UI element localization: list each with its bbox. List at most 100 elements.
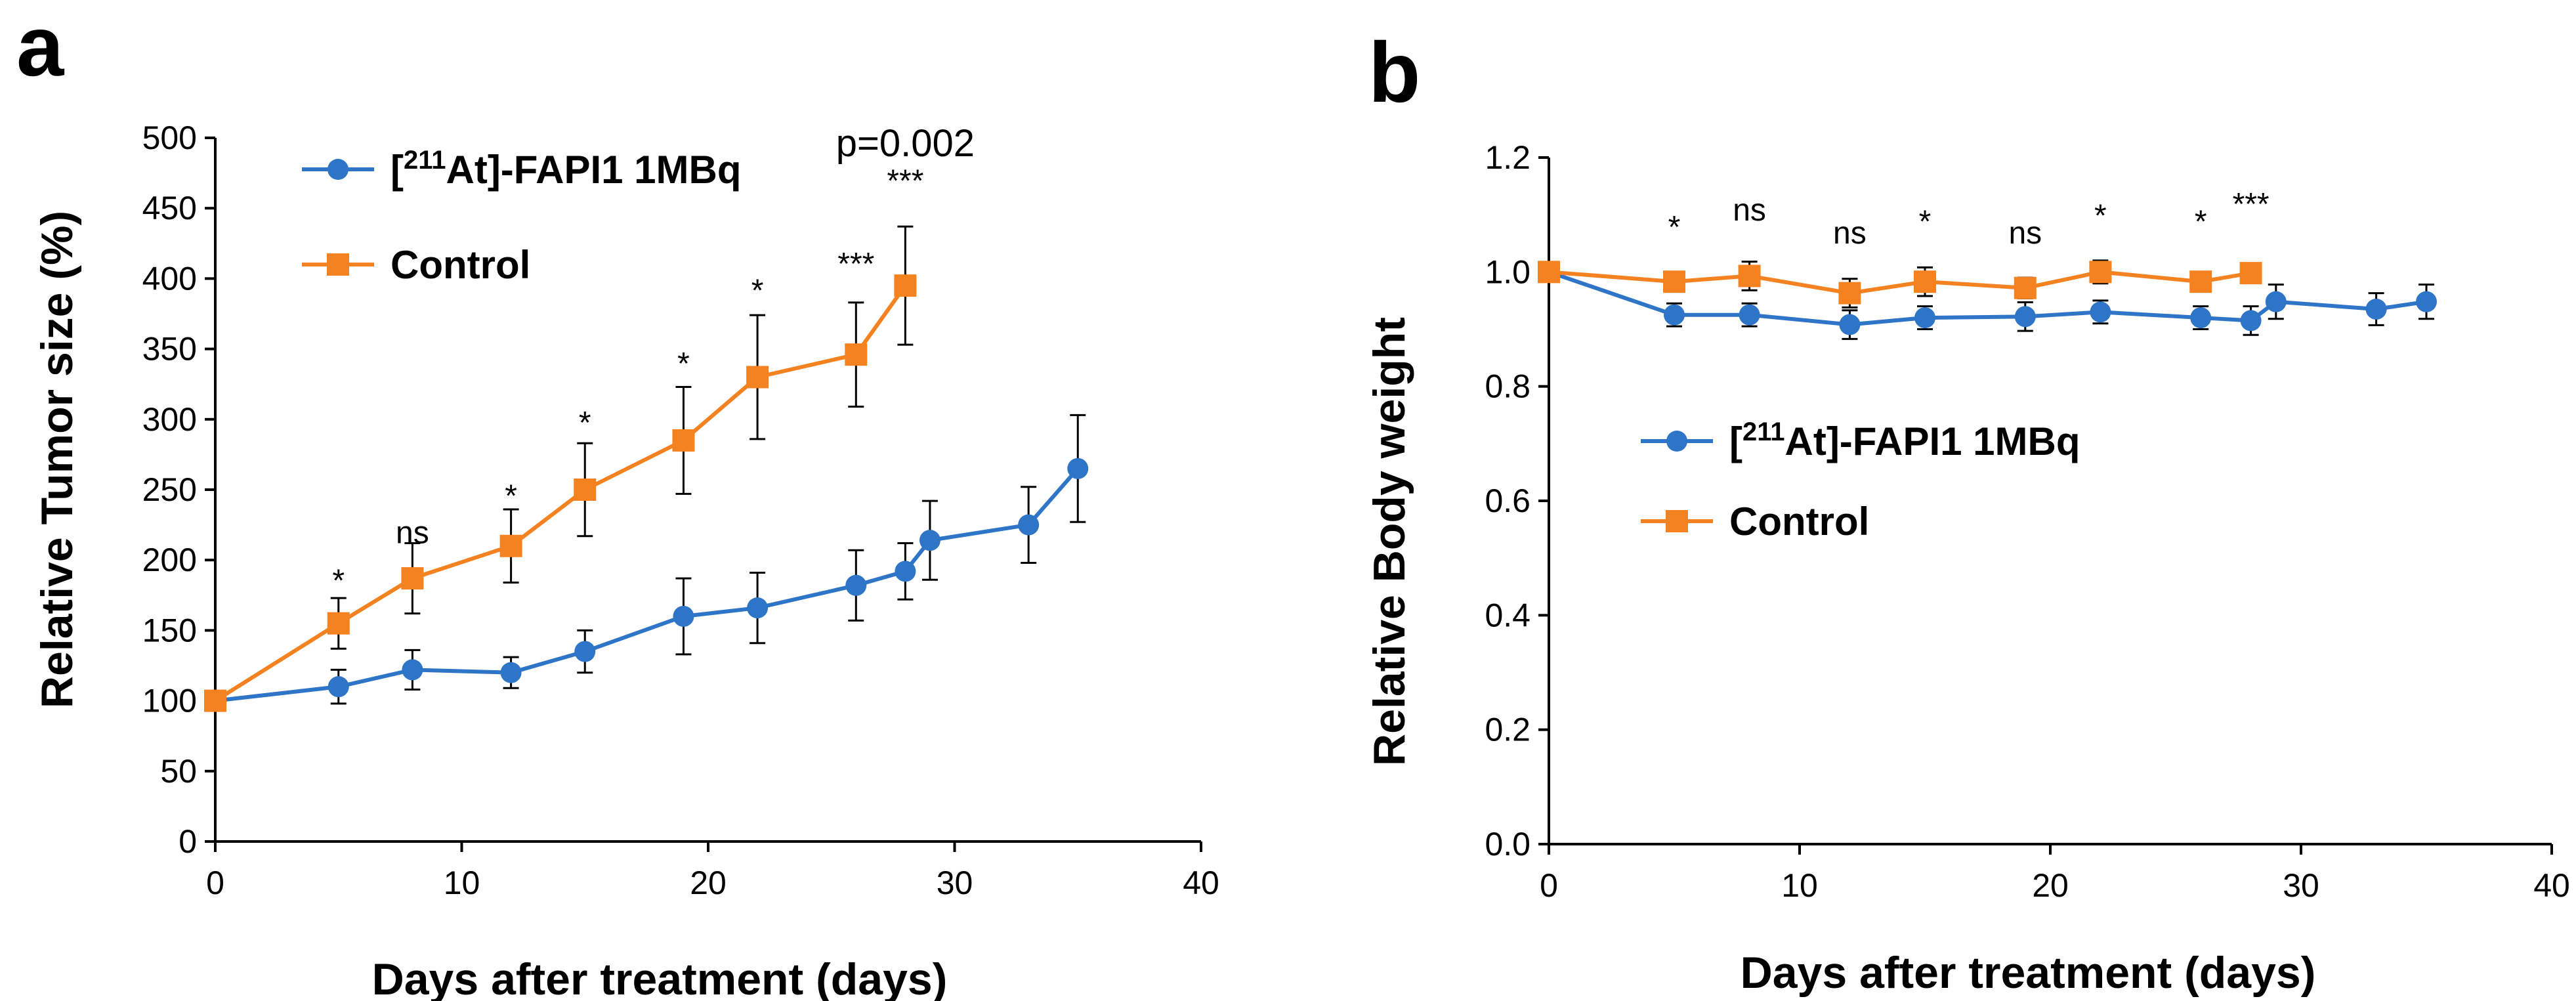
data-point: [1739, 304, 1760, 326]
panel-a-tumor-size-chart: a 0 50 100 150 200 250 300 350 400 450 500 0 10 20 30 4…: [16, 0, 1219, 1001]
data-point: [895, 561, 916, 582]
x-tick-label: 20: [690, 864, 727, 901]
legend-label: Control: [1729, 500, 1869, 543]
panel-a-letter: a: [16, 0, 65, 94]
series-line: [214, 284, 907, 703]
series-treated: [205, 414, 1089, 712]
data-point: [2365, 298, 2387, 320]
series-line: [1548, 270, 2252, 295]
data-point: [2416, 291, 2437, 312]
data-point: [574, 479, 597, 501]
data-point: [1838, 282, 1861, 305]
significance-label: *: [1668, 210, 1681, 245]
significance-label: *: [2195, 204, 2207, 239]
significance-label: *: [579, 406, 591, 440]
data-point: [1664, 304, 1685, 326]
data-point: [845, 343, 868, 366]
data-point: [747, 597, 769, 619]
data-point: [2014, 306, 2036, 328]
panel-a-axes: 0 50 100 150 200 250 300 350 400 450 500 0 10 20 30 40: [142, 119, 1219, 901]
y-tick-label: 0.0: [1485, 826, 1531, 863]
data-point: [2090, 301, 2111, 323]
x-tick-label: 40: [1183, 864, 1219, 901]
y-tick-label: 150: [142, 612, 197, 649]
legend-label: Control: [391, 243, 530, 287]
series-line: [1548, 270, 2427, 327]
panel-b-letter: b: [1368, 24, 1420, 120]
significance-label: ***: [2233, 187, 2270, 222]
legend-marker: [1666, 510, 1688, 532]
series-control: [1538, 259, 2262, 309]
data-point: [919, 530, 940, 551]
data-point: [2089, 261, 2112, 284]
data-point: [1839, 314, 1861, 335]
data-point: [673, 605, 694, 627]
significance-label: ns: [396, 515, 429, 550]
series-control: [204, 225, 917, 712]
data-point: [327, 612, 350, 635]
data-point: [499, 534, 522, 557]
y-tick-label: 1.2: [1485, 139, 1531, 176]
panel-a-x-axis-title: Days after treatment (days): [372, 954, 948, 1001]
panel-b-y-axis-title: Relative Body weight: [1364, 317, 1414, 766]
legend-label: [211At]-FAPI1 1MBq: [1729, 417, 2080, 463]
significance-label: *: [1919, 204, 1932, 239]
data-point: [894, 274, 917, 297]
y-tick-label: 0.2: [1485, 712, 1531, 748]
significance-label: *: [332, 563, 345, 598]
legend-marker: [327, 159, 348, 180]
y-tick-label: 350: [142, 331, 197, 368]
x-tick-label: 10: [1781, 867, 1818, 904]
data-point: [1538, 261, 1560, 284]
data-point: [204, 689, 226, 712]
data-point: [845, 574, 867, 596]
x-tick-label: 40: [2533, 867, 2570, 904]
data-point: [1067, 458, 1089, 479]
data-point: [672, 429, 695, 452]
y-tick-label: 450: [142, 190, 197, 226]
panel-a-series: [204, 225, 1089, 712]
data-point: [327, 676, 349, 698]
x-tick-label: 0: [1540, 867, 1558, 904]
y-tick-label: 100: [142, 683, 197, 719]
panel-b-x-axis-title: Days after treatment (days): [1741, 948, 2316, 998]
x-tick-label: 30: [937, 864, 973, 901]
x-tick-label: 0: [206, 864, 224, 901]
series-line: [215, 467, 1080, 703]
significance-label: ns: [1733, 193, 1766, 228]
panel-b-series: [1538, 259, 2437, 340]
panel-b-body-weight-chart: b 0.0 0.2 0.4 0.6 0.8 1.0 1.2 0 10 20 30 40 * ns ns * n…: [1364, 24, 2570, 998]
panel-b-axes: 0.0 0.2 0.4 0.6 0.8 1.0 1.2 0 10 20 30 40: [1485, 139, 2569, 904]
legend-label: [211At]-FAPI1 1MBq: [391, 146, 742, 192]
significance-label: ***: [887, 163, 923, 198]
data-point: [2190, 307, 2212, 329]
data-point: [500, 662, 522, 683]
panel-a-annotations: *ns**********p=0.002: [332, 122, 975, 598]
data-point: [746, 366, 769, 389]
data-point: [1914, 270, 1936, 293]
y-tick-label: 50: [160, 753, 197, 790]
panel-a-y-axis-title: Relative Tumor size (%): [32, 211, 82, 708]
significance-label: ns: [1833, 216, 1867, 251]
significance-label: *: [505, 479, 517, 514]
data-point: [2239, 262, 2262, 285]
y-tick-label: 0.8: [1485, 368, 1531, 405]
x-tick-label: 10: [444, 864, 480, 901]
significance-label: *: [677, 347, 690, 381]
y-tick-label: 400: [142, 260, 197, 297]
significance-label: *: [2094, 199, 2107, 234]
y-tick-label: 300: [142, 401, 197, 438]
significance-label: ns: [2008, 216, 2042, 251]
data-point: [1738, 265, 1761, 288]
data-point: [401, 567, 424, 590]
significance-label: *: [751, 274, 764, 309]
x-tick-label: 30: [2283, 867, 2319, 904]
y-tick-label: 0: [179, 823, 197, 860]
y-tick-label: 0.6: [1485, 482, 1531, 519]
data-point: [2014, 276, 2037, 299]
legend-marker: [327, 253, 349, 276]
y-tick-label: 250: [142, 471, 197, 508]
panel-a-legend: [211At]-FAPI1 1MBq Control: [302, 146, 742, 287]
y-tick-label: 500: [142, 119, 197, 156]
